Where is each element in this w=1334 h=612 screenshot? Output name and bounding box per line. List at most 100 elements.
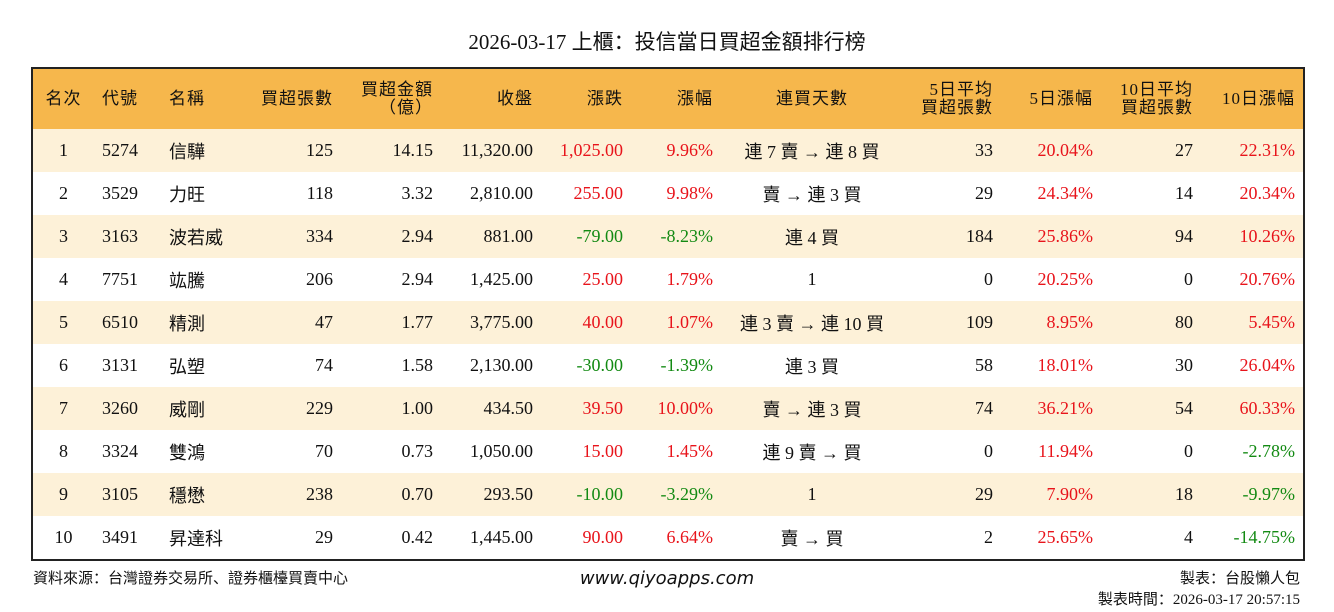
table-cell: 4 bbox=[59, 269, 68, 289]
table-cell: 206 bbox=[306, 269, 333, 289]
table-cell: 80 bbox=[1101, 301, 1201, 344]
table-cell: 6510 bbox=[94, 301, 161, 344]
table-cell: 18 bbox=[1101, 473, 1201, 516]
table-cell: 118 bbox=[306, 183, 333, 203]
table-cell: 0 bbox=[1184, 441, 1193, 461]
header-cell: 10日漲幅 bbox=[1201, 68, 1304, 129]
table-cell: 293.50 bbox=[441, 473, 541, 516]
table-cell: 精測 bbox=[161, 301, 241, 344]
table-cell: 力旺 bbox=[169, 184, 205, 205]
table-cell: 3.32 bbox=[401, 183, 434, 203]
table-cell: 54 bbox=[1101, 387, 1201, 430]
table-cell: 18.01% bbox=[1037, 355, 1094, 375]
table-cell: 22.31% bbox=[1201, 129, 1304, 172]
table-row: 7 3260 威剛 229 1.00 434.50 39.50 10.00% 賣 → 連 3 買… bbox=[32, 387, 1304, 430]
table-cell: 33 bbox=[903, 129, 1001, 172]
table-cell: 6.64% bbox=[666, 527, 714, 547]
table-cell: 47 bbox=[241, 301, 341, 344]
table-cell: 30 bbox=[1175, 355, 1193, 375]
table-cell: 弘塑 bbox=[169, 356, 205, 377]
table-cell: 0 bbox=[1184, 269, 1193, 289]
table-row: 10 3491 昇達科 29 0.42 1,445.00 90.00 6.64% 賣 → 買 2 2… bbox=[32, 516, 1304, 560]
table-cell: 5 bbox=[32, 301, 94, 344]
table-cell: 238 bbox=[241, 473, 341, 516]
table-row: 1 5274 信驊 125 14.15 11,320.00 1,025.00 9.96% 連 7… bbox=[32, 129, 1304, 172]
header-cell: 10日平均 買超張數 bbox=[1101, 68, 1201, 129]
table-cell: 255.00 bbox=[573, 183, 624, 203]
table-cell: 7751 bbox=[102, 269, 138, 289]
table-cell: 40.00 bbox=[541, 301, 631, 344]
table-cell: 10.26% bbox=[1201, 215, 1304, 258]
website: www.qiyoapps.com bbox=[579, 568, 755, 589]
ranking-table: 名次 代號 名稱 買超張數 買超金額 （億） 收盤 漲跌 漲幅 連買天數 5日平均 買超張數 5日漲… bbox=[31, 67, 1305, 561]
table-cell: 9 bbox=[32, 473, 94, 516]
table-cell: 2 bbox=[984, 527, 993, 547]
table-cell: 109 bbox=[903, 301, 1001, 344]
table-cell: 94 bbox=[1101, 215, 1201, 258]
table-cell: 2 bbox=[59, 183, 68, 203]
table-cell: -2.78% bbox=[1242, 441, 1296, 461]
table-cell: 連 3 買 bbox=[785, 356, 839, 377]
header-cell: 收盤 bbox=[441, 68, 541, 129]
header-cell: 5日平均 買超張數 bbox=[903, 68, 1001, 129]
table-cell: 8.95% bbox=[1001, 301, 1101, 344]
table-cell: 賣 → 連 3 買 bbox=[762, 184, 862, 205]
table-cell: 5274 bbox=[94, 129, 161, 172]
table-cell: 14 bbox=[1175, 183, 1193, 203]
table-cell: -1.39% bbox=[660, 355, 714, 375]
table-cell: 3,775.00 bbox=[441, 301, 541, 344]
table-cell: 3163 bbox=[94, 215, 161, 258]
header-cell: 漲幅 bbox=[631, 68, 721, 129]
table-cell: 1.58 bbox=[401, 355, 434, 375]
table-cell: -8.23% bbox=[631, 215, 721, 258]
table-cell: 229 bbox=[241, 387, 341, 430]
table-cell: 1.07% bbox=[631, 301, 721, 344]
table-cell: 74 bbox=[903, 387, 1001, 430]
table-cell: 1.77 bbox=[341, 301, 441, 344]
table-cell: 36.21% bbox=[1001, 387, 1101, 430]
table-cell: 11,320.00 bbox=[441, 129, 541, 172]
table-cell: -9.97% bbox=[1201, 473, 1304, 516]
header-cell: 買超張數 bbox=[241, 68, 341, 129]
table-cell: 15.00 bbox=[582, 441, 624, 461]
table-cell: 5.45% bbox=[1201, 301, 1304, 344]
table-cell: 24.34% bbox=[1037, 183, 1094, 203]
table-row: 9 3105 穩懋 238 0.70 293.50 -10.00 -3.29% 1 29 7.90%… bbox=[32, 473, 1304, 516]
table-cell: 27 bbox=[1101, 129, 1201, 172]
table-cell: 25.65% bbox=[1037, 527, 1094, 547]
header-cell: 漲跌 bbox=[541, 68, 631, 129]
table-cell: 1 bbox=[32, 129, 94, 172]
header-cell: 5日漲幅 bbox=[1001, 68, 1101, 129]
table-cell: 20.76% bbox=[1239, 269, 1296, 289]
table-cell: 184 bbox=[903, 215, 1001, 258]
table-cell: 賣 → 連 3 買 bbox=[721, 387, 903, 430]
table-row: 3 3163 波若威 334 2.94 881.00 -79.00 -8.23% 連 4 買 18… bbox=[32, 215, 1304, 258]
table-cell: 1,050.00 bbox=[470, 441, 533, 461]
table-cell: 2,810.00 bbox=[470, 183, 533, 203]
table-cell: 1,425.00 bbox=[470, 269, 533, 289]
table-cell: 20.34% bbox=[1239, 183, 1296, 203]
table-cell: 0.42 bbox=[401, 527, 434, 547]
table-cell: 90.00 bbox=[582, 527, 624, 547]
table-cell: 434.50 bbox=[441, 387, 541, 430]
table-cell: 1,445.00 bbox=[470, 527, 533, 547]
table-cell: 2.94 bbox=[401, 269, 434, 289]
table-cell: 10.00% bbox=[631, 387, 721, 430]
table-cell: 25.00 bbox=[582, 269, 624, 289]
table-cell: 58 bbox=[975, 355, 993, 375]
table-cell: 9.98% bbox=[666, 183, 714, 203]
table-cell: 波若威 bbox=[161, 215, 241, 258]
table-cell: 1 bbox=[807, 269, 817, 289]
table-cell: 2.94 bbox=[341, 215, 441, 258]
table-cell: 1.45% bbox=[666, 441, 714, 461]
table-cell: 8 bbox=[59, 441, 68, 461]
table-cell: 竑騰 bbox=[169, 270, 205, 291]
table-cell: 0 bbox=[984, 441, 993, 461]
table-cell: 1.79% bbox=[666, 269, 714, 289]
table-cell: 7 bbox=[32, 387, 94, 430]
table-cell: 賣 → 買 bbox=[780, 528, 844, 549]
table-cell: 3324 bbox=[102, 441, 138, 461]
table-row: 8 3324 雙鴻 70 0.73 1,050.00 15.00 1.45% 連 9 賣 → 買… bbox=[32, 430, 1304, 473]
table-cell: 3491 bbox=[102, 527, 138, 547]
